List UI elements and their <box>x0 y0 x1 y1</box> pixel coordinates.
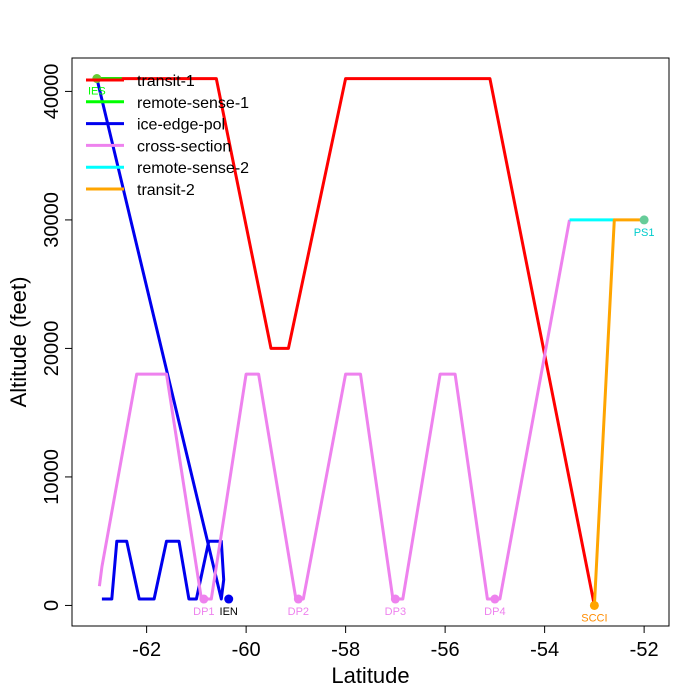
legend-label-remote-sense-1: remote-sense-1 <box>137 95 249 112</box>
waypoint-marker-scci <box>589 600 599 610</box>
x-tick-label: -52 <box>630 639 659 661</box>
series-line-ice-edge-pol <box>95 78 226 601</box>
waypoint-label-ps1: PS1 <box>634 227 655 239</box>
series-line-cross-section <box>97 219 571 601</box>
waypoint-marker-ien <box>224 594 234 604</box>
series-line-transit-2 <box>592 218 645 606</box>
waypoint-marker-dp2 <box>293 594 303 604</box>
waypoint-marker-dp1 <box>199 594 209 604</box>
x-axis-title: Latitude <box>331 663 409 688</box>
x-tick-label: -62 <box>132 639 161 661</box>
legend-label-transit-2: transit-2 <box>137 182 195 199</box>
waypoint-label-dp1: DP1 <box>193 606 214 618</box>
x-tick-label: -56 <box>431 639 460 661</box>
x-tick-label: -54 <box>530 639 559 661</box>
y-axis: 0 10000 20000 30000 40000 <box>41 64 72 611</box>
waypoint-label-dp3: DP3 <box>385 606 406 618</box>
waypoint-label-dp4: DP4 <box>484 606 505 618</box>
y-axis-title: Altitude (feet) <box>6 277 31 408</box>
waypoint-layer: IES DP1 IEN DP2 DP3 DP4 SCCI PS1 <box>88 74 655 624</box>
y-tick-label: 40000 <box>41 64 63 120</box>
legend-label-cross-section: cross-section <box>137 138 231 155</box>
y-tick-label: 20000 <box>41 321 63 377</box>
waypoint-label-ies: IES <box>88 86 106 98</box>
waypoint-label-dp2: DP2 <box>288 606 309 618</box>
series-layer <box>95 77 645 606</box>
y-tick-label: 30000 <box>41 192 63 248</box>
waypoint-marker-dp4 <box>490 594 500 604</box>
x-tick-label: -60 <box>232 639 261 661</box>
y-tick-label: 0 <box>41 600 63 611</box>
waypoint-label-ien: IEN <box>220 606 238 618</box>
y-tick-label: 10000 <box>41 449 63 505</box>
x-tick-label: -58 <box>331 639 360 661</box>
waypoint-marker-dp3 <box>390 594 400 604</box>
legend-label-transit-1: transit-1 <box>137 73 195 90</box>
series-line-transit-1 <box>96 77 596 606</box>
waypoint-marker-ps1 <box>639 215 649 225</box>
legend-label-ice-edge-pol: ice-edge-pol <box>137 117 225 134</box>
x-axis: -62 -60 -58 -56 -54 -52 <box>132 626 659 661</box>
legend-label-remote-sense-2: remote-sense-2 <box>137 160 249 177</box>
waypoint-label-scci: SCCI <box>581 612 607 624</box>
plot-frame <box>71 57 670 627</box>
legend: transit-1 remote-sense-1 ice-edge-pol cross… <box>86 73 249 199</box>
